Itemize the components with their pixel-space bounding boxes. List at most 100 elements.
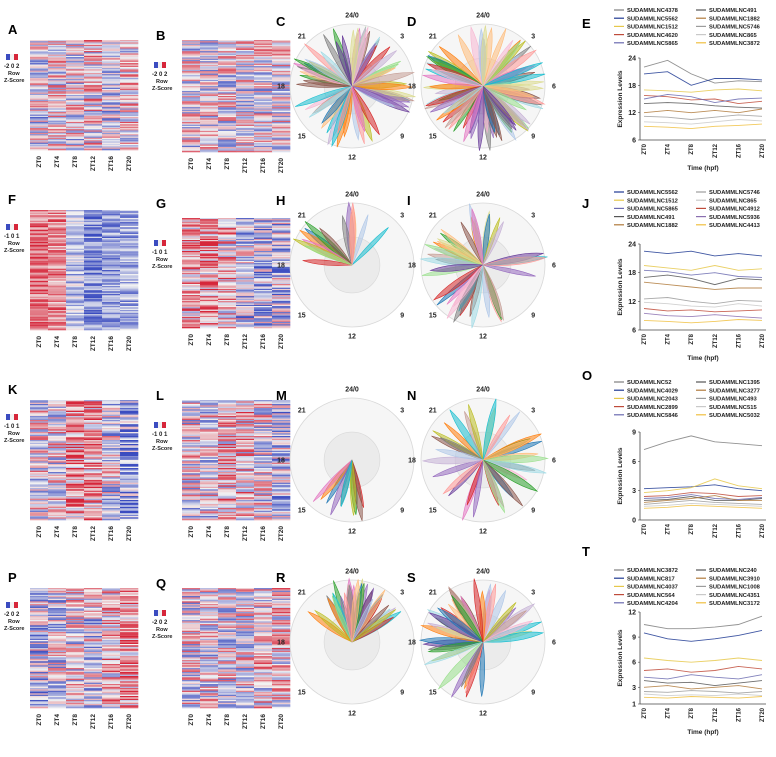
series-line [643,281,762,290]
heatmap-cell [120,656,139,658]
heatmap-cell [182,236,201,238]
heatmap-cell [30,136,49,139]
heatmap-cell [66,473,85,475]
heatmap-cell [66,468,85,470]
heatmap-cell [30,676,49,678]
heatmap-xtick: ZT16 [108,714,115,730]
heatmap-cell [84,404,103,406]
heatmap-cell [48,68,67,70]
heatmap-cell [254,401,273,403]
heatmap-cell [218,420,237,422]
heatmap-cell [120,674,139,677]
heatmap-cell [120,44,139,47]
heatmap-cell [218,73,237,76]
heatmap-cell [48,641,67,643]
heatmap-cell [182,605,201,607]
heatmap-cell [254,233,273,236]
heatmap-cell [200,89,219,92]
heatmap-cell [218,314,237,317]
heatmap-cell [200,492,219,494]
series-line [643,308,763,313]
heatmap-cell [120,486,139,489]
heatmap-cell [84,51,103,53]
heatmap-cell [120,474,139,477]
heatmap-cell [30,211,49,213]
heatmap-cell [30,513,49,515]
heatmap-cell [66,422,85,425]
heatmap-cell [66,674,85,677]
heatmap-cell [102,148,121,151]
heatmap-cell [218,56,237,58]
heatmap-cell [272,414,291,417]
heatmap-cell [236,600,255,602]
heatmap-cell [218,132,237,134]
heatmap-cell [48,303,67,305]
heatmap-cell [66,425,85,427]
heatmap-cell [236,285,255,287]
heatmap-cell [236,134,255,137]
heatmap-cell [84,488,103,490]
heatmap-cell [102,401,121,403]
heatmap-cell [182,79,201,82]
heatmap-cell [272,48,291,51]
heatmap-cell [236,310,255,313]
heatmap-cell [48,493,67,495]
heatmap-cell [66,660,85,662]
heatmap-cell [182,469,201,471]
heatmap-cell [182,321,201,324]
heatmap-cell [120,64,139,66]
heatmap-cell [66,630,85,633]
heatmap-cell [218,498,237,501]
heatmap-cell [48,308,67,311]
heatmap-cell [200,428,219,430]
heatmap-cell [254,246,273,248]
heatmap-cell [182,97,201,99]
heatmap-cell [182,41,201,43]
heatmap-cell [200,262,219,264]
heatmap-cell [218,291,237,293]
heatmap-cell [48,629,67,631]
heatmap-cell [120,694,139,697]
heatmap-cell [236,518,255,521]
heatmap-cell [272,701,291,703]
heatmap-cell [200,226,219,229]
heatmap-cell [182,105,201,108]
heatmap-cell [102,212,121,215]
heatmap-cell [200,684,219,686]
heatmap-cell [48,46,67,48]
heatmap-cell [66,508,85,510]
heatmap-cell [66,79,85,81]
heatmap-cell [272,304,291,307]
heatmap-cell [66,450,85,453]
heatmap-cell [200,43,219,46]
heatmap-cell [120,704,139,706]
heatmap-cell [200,66,219,68]
heatmap-cell [236,265,255,268]
heatmap-cell [66,235,85,237]
heatmap-cell [236,269,255,271]
heatmap-cell [182,320,201,323]
heatmap-cell [218,52,237,54]
heatmap-cell [66,43,85,46]
heatmap-cell [84,55,103,58]
heatmap-cell [236,119,255,122]
heatmap-cell [66,216,85,219]
heatmap-cell [120,612,139,614]
heatmap-cell [182,618,201,621]
heatmap-cell [182,99,201,102]
heatmap-cell [182,405,201,407]
heatmap-cell [254,240,273,242]
heatmap-cell [182,57,201,59]
heatmap-cell [30,68,49,70]
radial-hour-label: 12 [479,529,487,536]
heatmap-cell [200,444,219,446]
heatmap-cell [182,66,201,68]
heatmap-cell [236,317,255,319]
heatmap-cell [218,276,237,279]
heatmap-cell [66,432,85,434]
heatmap-cell [48,311,67,313]
heatmap-cell [120,92,139,95]
heatmap-cell [66,412,85,414]
x-tick-label: ZT20 [760,523,766,538]
heatmap-cell [120,681,139,683]
